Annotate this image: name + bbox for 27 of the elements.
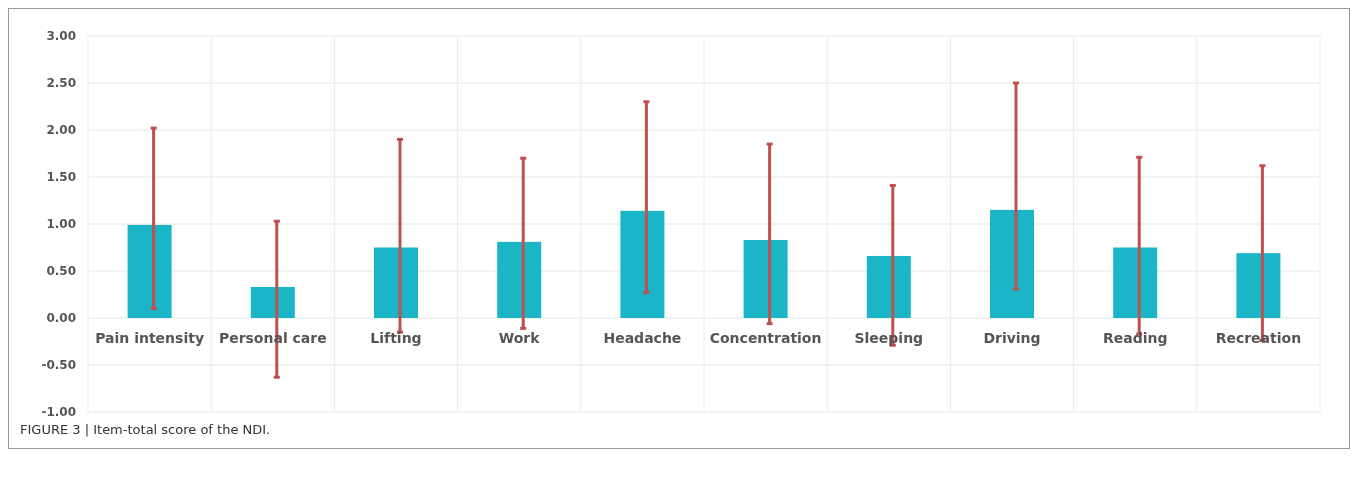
- bar: [743, 239, 788, 318]
- bar: [866, 255, 911, 318]
- x-tick-label: Headache: [603, 330, 682, 346]
- y-tick-label: 1.50: [46, 170, 76, 185]
- x-tick-label: Concentration: [709, 330, 822, 346]
- y-tick-label: 0.00: [46, 311, 76, 326]
- y-tick-label: 1.00: [46, 217, 76, 232]
- bar: [127, 224, 172, 318]
- y-tick-label: -0.50: [41, 358, 76, 373]
- y-tick-label: 0.50: [46, 264, 76, 279]
- bar: [250, 286, 295, 318]
- y-tick-label: 3.00: [46, 29, 76, 44]
- y-tick-label: -1.00: [41, 405, 76, 420]
- bar: [1113, 247, 1158, 318]
- bar: [1236, 253, 1281, 318]
- x-tick-label: Work: [498, 330, 541, 346]
- bar: [374, 247, 418, 318]
- caption: FIGURE 3 | Item-total score of the NDI.: [20, 422, 271, 437]
- x-tick-label: Pain intensity: [95, 330, 205, 346]
- x-tick-label: Lifting: [370, 330, 422, 346]
- bar: [620, 210, 665, 318]
- x-tick-label: Reading: [1102, 330, 1168, 346]
- y-tick-label: 2.50: [46, 76, 76, 91]
- y-tick-label: 2.00: [46, 123, 76, 138]
- bar: [497, 241, 542, 318]
- bar: [990, 209, 1034, 318]
- x-tick-label: Driving: [983, 330, 1041, 346]
